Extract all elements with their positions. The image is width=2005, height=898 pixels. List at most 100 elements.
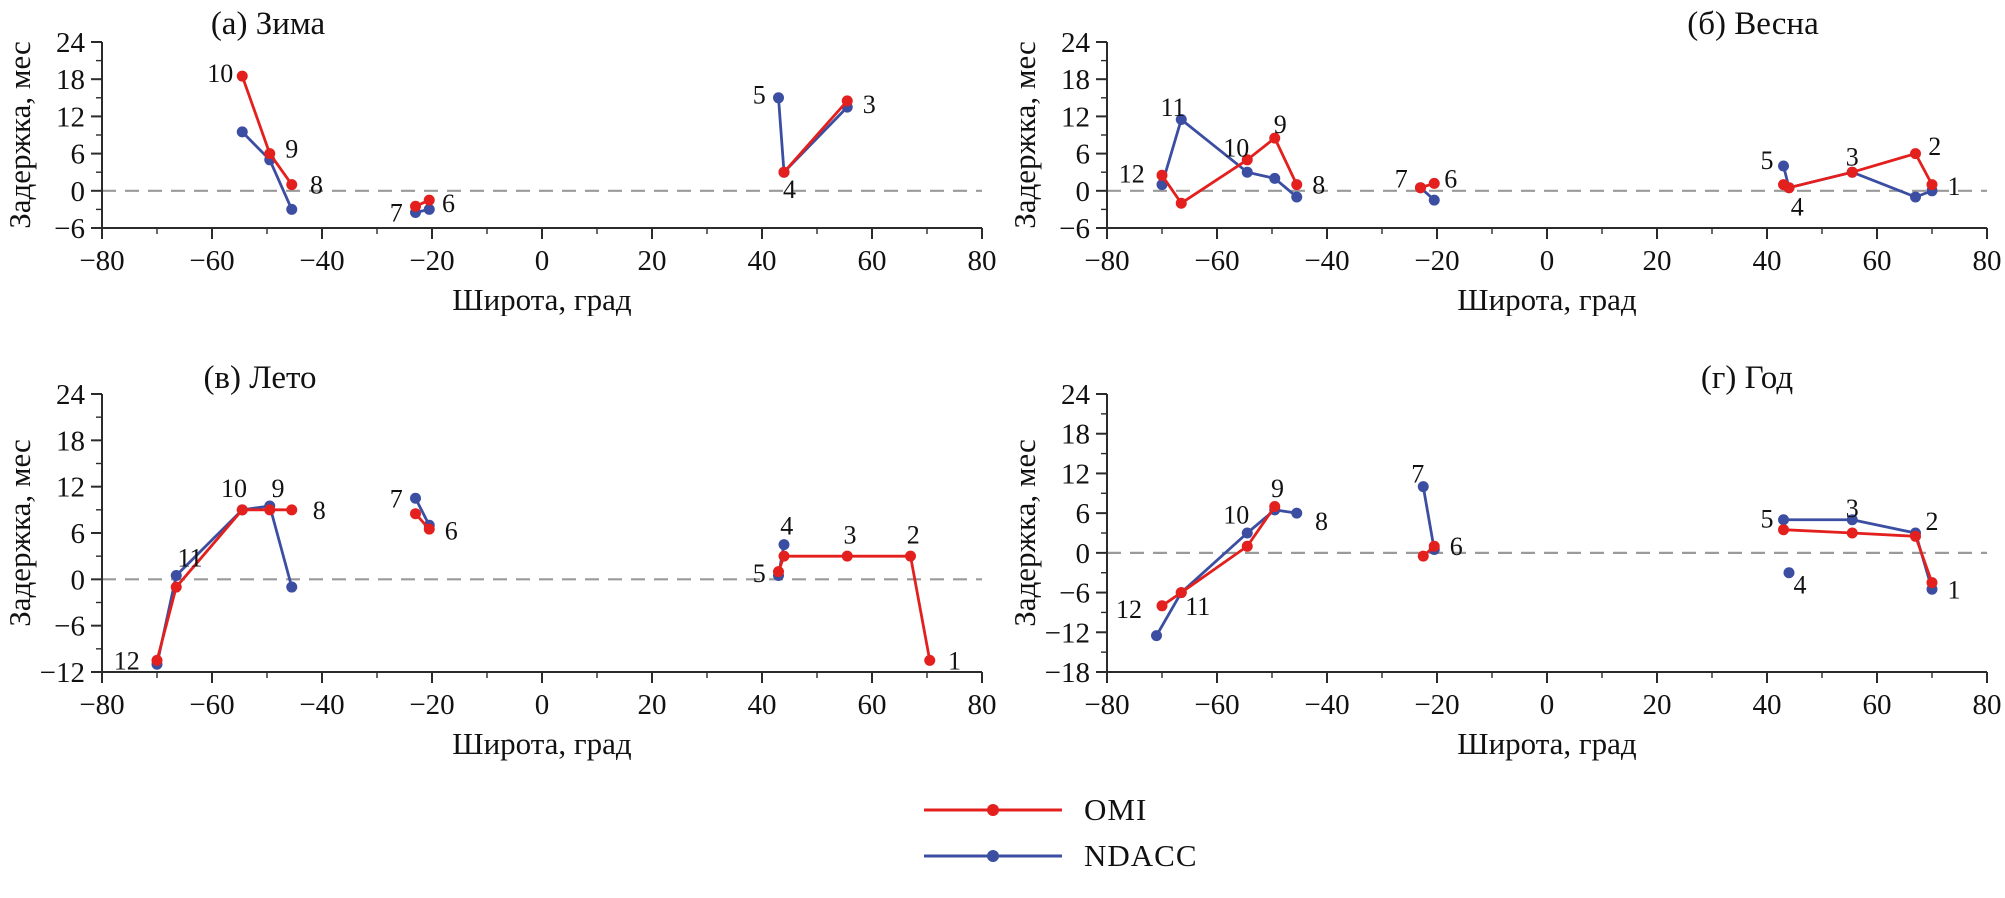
y-tick-label: 12 [56,101,85,133]
axes [1096,393,1988,683]
point-label: 4 [1791,192,1804,221]
y-tick-label: 12 [56,472,85,504]
legend-label-omi: OMI [1084,792,1148,827]
x-tick-label: 20 [638,245,667,277]
x-tick-label: −40 [299,245,344,277]
x-tick-label: −80 [79,245,124,277]
x-tick-label: 80 [968,245,997,277]
series-ndacc [236,92,853,218]
point-label: 3 [844,521,857,550]
series-ndacc [1151,481,1938,642]
y-axis-label: Задержка, мес [1007,41,1042,229]
point-label: 3 [863,90,876,119]
point-label: 7 [390,199,403,228]
point-label: 7 [1395,164,1408,193]
point-label: 7 [1411,459,1424,488]
panel-title: (б) Весна [1687,6,1819,42]
y-tick-label: 0 [1076,176,1091,208]
y-tick-label: 0 [71,564,86,596]
series-omi [1156,132,1938,209]
point-label: 9 [272,474,285,503]
y-tick-label: 18 [1061,419,1090,451]
x-tick-label: −60 [1194,689,1239,721]
y-axis-label: Задержка, мес [2,439,37,627]
x-tick-label: −80 [1084,245,1129,277]
legend: OMI NDACC [918,792,1198,874]
point-label: 8 [310,171,323,200]
legend-item-omi: OMI [918,792,1198,828]
x-tick-label: 20 [1643,689,1672,721]
y-tick-label: 24 [56,379,86,411]
x-tick-label: 80 [968,689,997,721]
y-tick-label: −12 [1045,617,1090,649]
point-label: 3 [1846,494,1859,523]
x-tick-label: −60 [189,245,234,277]
axes [1096,41,1988,239]
point-label: 6 [1450,532,1463,561]
x-axis-label: Широта, град [452,282,632,316]
y-tick-label: −6 [54,611,85,643]
y-tick-label: 6 [71,139,86,171]
point-label: 4 [780,511,793,540]
x-tick-label: 60 [858,245,887,277]
panel-b-spring: −80 −60 −40 −20 0 20 40 60 80 −6 0 6 12 18 24 (б) Весна… [1005,0,2005,321]
x-tick-label: −60 [189,689,234,721]
x-tick-label: 0 [1540,245,1555,277]
point-label: 5 [1761,146,1774,175]
x-tick-label: −40 [1304,245,1349,277]
y-tick-label: 18 [1061,64,1090,96]
omi-line-sample-icon [924,804,1062,816]
point-label: 9 [1271,474,1284,503]
point-label: 4 [1794,571,1807,600]
point-label: 10 [207,59,233,88]
point-label: 1 [1948,575,1961,604]
x-tick-label: 40 [748,245,777,277]
panel-g-year: −80 −60 −40 −20 0 20 40 60 80 −18 −12 −6 0 6 12 18 24 (г)… [1005,342,2005,767]
point-label: 2 [907,521,920,550]
x-tick-label: 40 [1753,245,1782,277]
y-tick-label: 24 [56,27,86,59]
point-label: 2 [1928,132,1941,161]
point-label: 5 [753,81,766,110]
point-label: 11 [177,544,202,573]
x-tick-label: −60 [1194,245,1239,277]
series-omi [1156,501,1938,612]
x-tick-label: −20 [1414,689,1459,721]
y-tick-label: −6 [54,213,85,245]
x-tick-label: 60 [858,689,887,721]
x-tick-label: 20 [638,689,667,721]
panel-title: (а) Зима [211,6,326,42]
point-label: 3 [1846,143,1859,172]
x-tick-label: −80 [1084,689,1129,721]
x-tick-label: 0 [535,245,550,277]
point-label: 4 [783,175,796,204]
x-tick-label: 0 [535,689,550,721]
x-axis-label: Широта, град [1457,726,1637,761]
x-tick-label: −40 [1304,689,1349,721]
y-axis-label: Задержка, мес [2,41,37,229]
y-tick-label: 0 [71,176,86,208]
x-tick-label: 60 [1863,689,1892,721]
point-label: 1 [1948,172,1961,201]
x-axis-label: Широта, град [1457,282,1637,316]
axes [91,41,983,239]
point-label: 5 [1761,504,1774,533]
point-label: 1 [948,646,961,675]
point-label: 8 [1312,171,1325,200]
x-tick-label: 80 [1973,689,2002,721]
y-tick-label: 6 [1076,498,1091,530]
point-label: 11 [1160,93,1185,122]
y-tick-label: 24 [1061,379,1091,411]
panel-v-summer: −80 −60 −40 −20 0 20 40 60 80 −12 −6 0 6 12 18 24 (в) Ле… [0,342,1000,767]
x-axis-label: Широта, град [452,726,632,761]
y-axis-label: Задержка, мес [1007,439,1042,627]
x-tick-label: −20 [409,689,454,721]
